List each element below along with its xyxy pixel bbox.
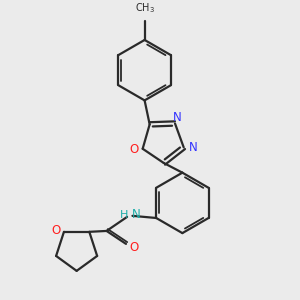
Text: CH$_3$: CH$_3$ [135, 1, 155, 15]
Text: N: N [131, 208, 140, 221]
Text: N: N [173, 110, 182, 124]
Text: O: O [129, 241, 138, 254]
Text: H: H [120, 210, 128, 220]
Text: O: O [52, 224, 61, 237]
Text: O: O [129, 143, 139, 156]
Text: N: N [189, 141, 198, 154]
